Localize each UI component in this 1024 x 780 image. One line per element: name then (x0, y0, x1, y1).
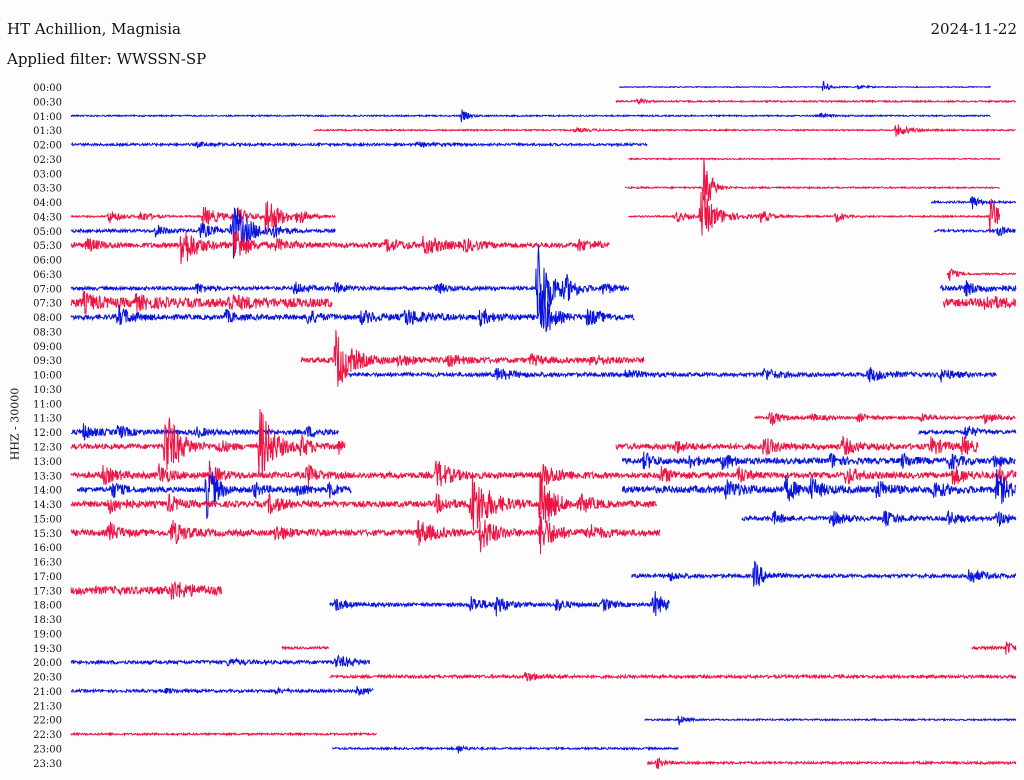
row-label: 19:00 (33, 629, 62, 640)
trace-2300 (331, 744, 679, 754)
trace-1930 (281, 645, 330, 651)
row-label: 20:30 (33, 673, 62, 684)
row-label: 17:00 (33, 572, 62, 583)
row-label: 07:30 (33, 299, 62, 310)
row-label: 10:30 (33, 385, 62, 396)
row-label: 00:30 (33, 97, 62, 108)
trace-0230 (628, 157, 1001, 161)
row-label: 08:30 (33, 327, 62, 338)
row-labels: 00:00 00:30 01:00 01:30 02:00 02:30 03:00 03:30… (33, 83, 62, 770)
trace-0430 (70, 201, 336, 235)
row-label: 14:00 (33, 486, 62, 497)
trace-0700 (939, 280, 1017, 297)
row-label: 17:30 (33, 586, 62, 597)
row-label: 01:00 (33, 112, 62, 123)
trace-2100 (70, 684, 374, 696)
trace-0730 (943, 296, 1016, 310)
trace-0430 (628, 191, 1001, 236)
row-label: 09:30 (33, 356, 62, 367)
row-label: 23:30 (33, 759, 62, 770)
row-label: 15:00 (33, 514, 62, 525)
row-label: 18:30 (33, 615, 62, 626)
filter-label: Applied filter: WWSSN-SP (7, 50, 207, 68)
row-label: 21:00 (33, 687, 62, 698)
trace-2000 (70, 654, 371, 668)
trace-1430 (70, 472, 657, 531)
trace-0000 (618, 80, 991, 91)
trace-1330 (70, 460, 607, 488)
row-label: 02:00 (33, 141, 62, 152)
row-label: 21:30 (33, 701, 62, 712)
trace-0400 (930, 195, 1017, 210)
row-label: 03:00 (33, 169, 62, 180)
trace-2230 (70, 731, 377, 737)
trace-1300 (621, 451, 1016, 471)
trace-1930 (971, 641, 1017, 655)
row-label: 15:30 (33, 529, 62, 540)
trace-1130 (754, 411, 1016, 426)
trace-0500 (70, 207, 336, 259)
trace-0800 (70, 291, 635, 332)
row-label: 00:00 (33, 83, 62, 94)
trace-1230 (70, 408, 346, 478)
row-label: 05:30 (33, 241, 62, 252)
row-label: 01:30 (33, 126, 62, 137)
traces (70, 80, 1017, 770)
trace-0030 (615, 97, 1017, 106)
row-label: 19:30 (33, 644, 62, 655)
trace-0530 (70, 230, 610, 265)
trace-1730 (70, 580, 223, 600)
row-label: 13:00 (33, 457, 62, 468)
trace-2200 (644, 715, 1017, 726)
date-label: 2024-11-22 (930, 20, 1017, 38)
station-title: HT Achillion, Magnisia (7, 20, 181, 38)
row-label: 03:30 (33, 184, 62, 195)
row-label: 05:00 (33, 227, 62, 238)
row-label: 11:00 (33, 399, 62, 410)
row-label: 16:30 (33, 558, 62, 569)
trace-2330 (646, 757, 1017, 770)
trace-0930 (300, 329, 645, 387)
trace-0630 (946, 268, 1017, 282)
trace-0330 (624, 157, 1001, 220)
row-label: 23:00 (33, 744, 62, 755)
row-label: 04:00 (33, 198, 62, 209)
row-label: 06:00 (33, 256, 62, 267)
row-label: 06:30 (33, 270, 62, 281)
row-label: 09:00 (33, 342, 62, 353)
row-label: 22:00 (33, 716, 62, 727)
row-label: 14:30 (33, 500, 62, 511)
row-label: 18:00 (33, 601, 62, 612)
row-label: 07:00 (33, 284, 62, 295)
row-label: 10:00 (33, 371, 62, 382)
trace-2030 (329, 672, 1017, 682)
trace-1230 (615, 435, 979, 456)
row-label: 16:00 (33, 543, 62, 554)
trace-0730 (70, 290, 333, 315)
row-label: 12:00 (33, 428, 62, 439)
trace-1800 (328, 591, 670, 617)
trace-1000 (347, 367, 997, 383)
trace-1200 (71, 423, 339, 441)
trace-0500 (933, 226, 1016, 237)
row-label: 11:30 (33, 414, 62, 425)
trace-1500 (741, 509, 1017, 528)
trace-0200 (70, 141, 648, 149)
row-label: 02:30 (33, 155, 62, 166)
trace-1400 (621, 469, 1017, 505)
row-label: 12:30 (33, 443, 62, 454)
row-label: 08:00 (33, 313, 62, 324)
row-label: 04:30 (33, 212, 62, 223)
trace-1200 (917, 425, 1017, 440)
trace-0100 (70, 109, 991, 123)
trace-1530 (70, 512, 661, 555)
row-label: 20:00 (33, 658, 62, 669)
trace-1330 (606, 464, 1017, 486)
trace-0130 (313, 124, 1016, 137)
trace-0700 (70, 246, 629, 317)
trace-1700 (631, 560, 1017, 587)
row-label: 13:30 (33, 471, 62, 482)
row-label: 22:30 (33, 730, 62, 741)
